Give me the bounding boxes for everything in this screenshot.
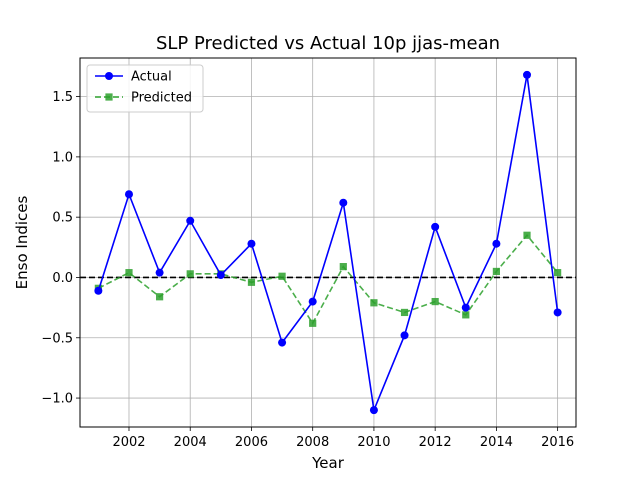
y-tick-label: 0.5 — [52, 211, 73, 226]
actual-point — [247, 239, 256, 248]
predicted-point — [400, 308, 409, 317]
actual-point — [155, 268, 164, 277]
actual-point — [492, 239, 501, 248]
x-tick-label: 2014 — [480, 435, 513, 450]
predicted-point — [554, 269, 562, 277]
actual-point — [308, 297, 317, 306]
predicted-point — [462, 311, 470, 319]
actual-point — [216, 271, 225, 280]
series-layer — [94, 70, 562, 415]
predicted-point — [156, 293, 164, 301]
x-tick-label: 2012 — [419, 435, 452, 450]
predicted-point — [370, 299, 378, 307]
legend-actual-marker — [105, 72, 113, 80]
x-tick-label: 2006 — [235, 435, 268, 450]
actual-point — [124, 190, 133, 199]
plot-frame — [79, 57, 577, 428]
x-tick-label: 2004 — [174, 435, 207, 450]
actual-point — [369, 406, 378, 415]
legend-predicted-marker — [105, 93, 113, 101]
y-tick-label: 1.5 — [52, 90, 73, 105]
actual-point — [400, 331, 409, 340]
actual-point — [186, 216, 195, 225]
x-tick-label: 2016 — [541, 435, 574, 450]
actual-point — [461, 303, 470, 312]
x-tick-label: 2002 — [112, 435, 145, 450]
predicted-point — [309, 319, 317, 327]
actual-point — [94, 286, 103, 295]
actual-point — [553, 308, 562, 317]
predicted-point — [339, 263, 347, 271]
chart-title: SLP Predicted vs Actual 10p jjas-mean — [156, 33, 500, 54]
y-tick-label: −1.0 — [41, 392, 73, 407]
x-tick-label: 2008 — [296, 435, 329, 450]
x-tick-label: 2010 — [357, 435, 390, 450]
y-tick-label: 0.0 — [52, 271, 73, 286]
actual-point — [431, 222, 440, 231]
y-tick-label: 1.0 — [52, 150, 73, 165]
actual-point — [278, 338, 287, 347]
actual-series-line — [97, 74, 559, 414]
predicted-point — [431, 297, 439, 306]
predicted-point — [125, 269, 133, 277]
ticks: 2002 2004 2006 2008 2010 2012 2014 2016 −1.0 −0.5… — [41, 90, 574, 450]
legend: Actual Predicted — [86, 64, 204, 113]
predicted-point — [247, 278, 256, 286]
predicted-point — [492, 267, 500, 276]
legend-predicted-label: Predicted — [131, 91, 192, 106]
actual-point — [523, 70, 532, 79]
predicted-point — [278, 272, 286, 280]
x-axis-title: Year — [311, 454, 345, 472]
actual-point — [339, 198, 348, 207]
predicted-series-line — [98, 234, 559, 325]
predicted-point — [186, 270, 194, 278]
legend-actual-label: Actual — [131, 70, 172, 85]
predicted-point — [523, 231, 531, 239]
y-axis-title: Enso Indices — [13, 195, 31, 289]
y-tick-label: −0.5 — [41, 331, 73, 346]
